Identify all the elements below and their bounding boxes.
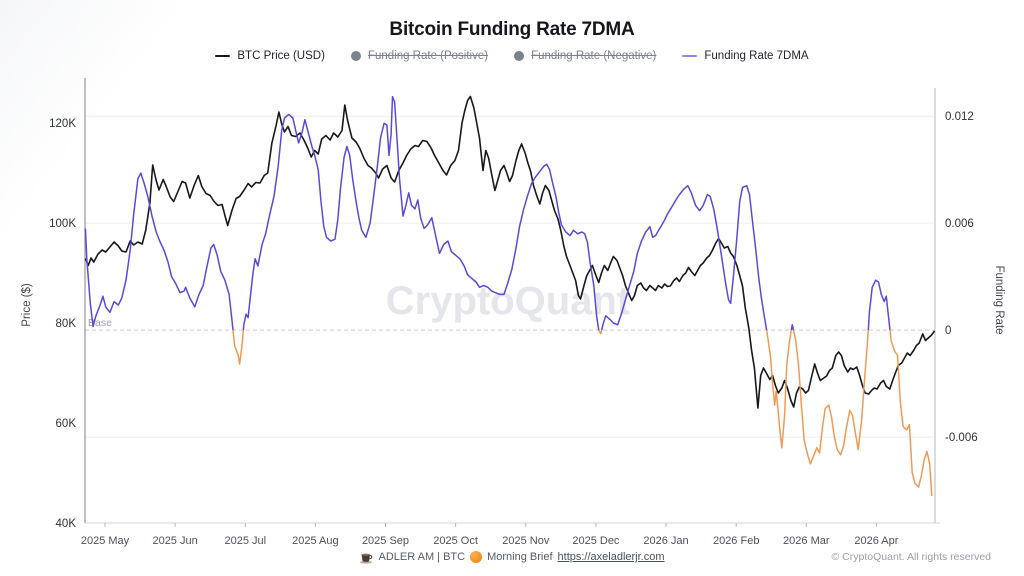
legend-label: BTC Price (USD) — [237, 50, 325, 62]
funding-7dma-line-positive — [600, 184, 768, 331]
legend-item-funding-7dma[interactable]: Funding Rate 7DMA — [682, 50, 809, 62]
y-right-tick-label: 0.012 — [945, 111, 974, 123]
x-tick-label: 2025 Jun — [152, 535, 197, 547]
y-right-axis-title: Funding Rate — [993, 265, 1005, 334]
x-tick-label: 2025 Dec — [572, 535, 620, 547]
orange-circle-icon — [470, 551, 483, 563]
funding-7dma-line-positive — [790, 324, 795, 331]
funding-7dma-line-positive — [84, 172, 234, 331]
x-tick-label: 2026 Jan — [643, 535, 688, 547]
y-right-tick-label: 0.006 — [945, 218, 974, 230]
funding-7dma-line-negative — [598, 329, 603, 335]
legend-label: Funding Rate (Positive) — [367, 50, 489, 62]
watermark: CryptoQuant — [386, 279, 630, 323]
y-left-tick-label: 120K — [49, 118, 76, 130]
btc-price-line — [84, 95, 936, 409]
legend-label: Funding Rate (Negative) — [531, 50, 657, 62]
attribution-text: ADLER AM | BTC — [378, 551, 466, 563]
y-left-tick-label: 40K — [56, 518, 77, 530]
legend-label: Funding Rate 7DMA — [704, 50, 809, 62]
footer-attribution: ADLER AM | BTC Morning Brief https://axe… — [0, 548, 1024, 566]
funding-7dma-line-positive — [242, 95, 600, 331]
coffee-cup-icon — [360, 553, 373, 564]
attribution-text: Morning Brief — [487, 551, 553, 563]
funding-7dma-line-positive — [867, 279, 891, 331]
y-left-tick-label: 60K — [56, 418, 77, 430]
y-right-tick-label: -0.006 — [945, 432, 978, 444]
legend-item-funding-positive[interactable]: Funding Rate (Positive) — [350, 50, 489, 62]
dot-swatch-icon — [350, 51, 361, 61]
y-left-axis-title: Price ($) — [21, 283, 33, 327]
x-tick-label: 2025 Sep — [362, 535, 409, 547]
y-left-tick-label: 100K — [49, 218, 76, 230]
line-swatch-icon — [682, 54, 698, 58]
y-right-tick-label: 0 — [945, 325, 951, 337]
funding-7dma-line-negative — [765, 329, 793, 449]
funding-7dma-line-negative — [232, 330, 245, 365]
copyright-text: © CryptoQuant. All rights reserved — [831, 551, 991, 563]
x-tick-label: 2026 Apr — [854, 535, 898, 547]
x-tick-label: 2026 Mar — [783, 535, 830, 547]
y-left-tick-label: 80K — [56, 318, 77, 330]
x-tick-label: 2025 May — [81, 535, 130, 547]
attribution-link[interactable]: https://axeladlerjr.com — [557, 551, 665, 563]
line-swatch-icon — [215, 54, 231, 58]
x-tick-label: 2025 Nov — [502, 535, 550, 547]
x-tick-label: 2025 Aug — [292, 535, 339, 547]
x-tick-label: 2026 Feb — [713, 535, 759, 547]
legend-item-btc-price[interactable]: BTC Price (USD) — [215, 50, 325, 62]
x-tick-label: 2025 Jul — [225, 535, 267, 547]
funding-7dma-line-negative — [889, 330, 933, 496]
legend-item-funding-negative[interactable]: Funding Rate (Negative) — [514, 50, 656, 62]
page-title: Bitcoin Funding Rate 7DMA — [389, 19, 635, 40]
x-tick-label: 2025 Oct — [433, 535, 478, 547]
legend: BTC Price (USD) Funding Rate (Positive) … — [0, 50, 1024, 62]
dot-swatch-icon — [514, 51, 525, 61]
funding-7dma-line-negative — [792, 329, 870, 465]
